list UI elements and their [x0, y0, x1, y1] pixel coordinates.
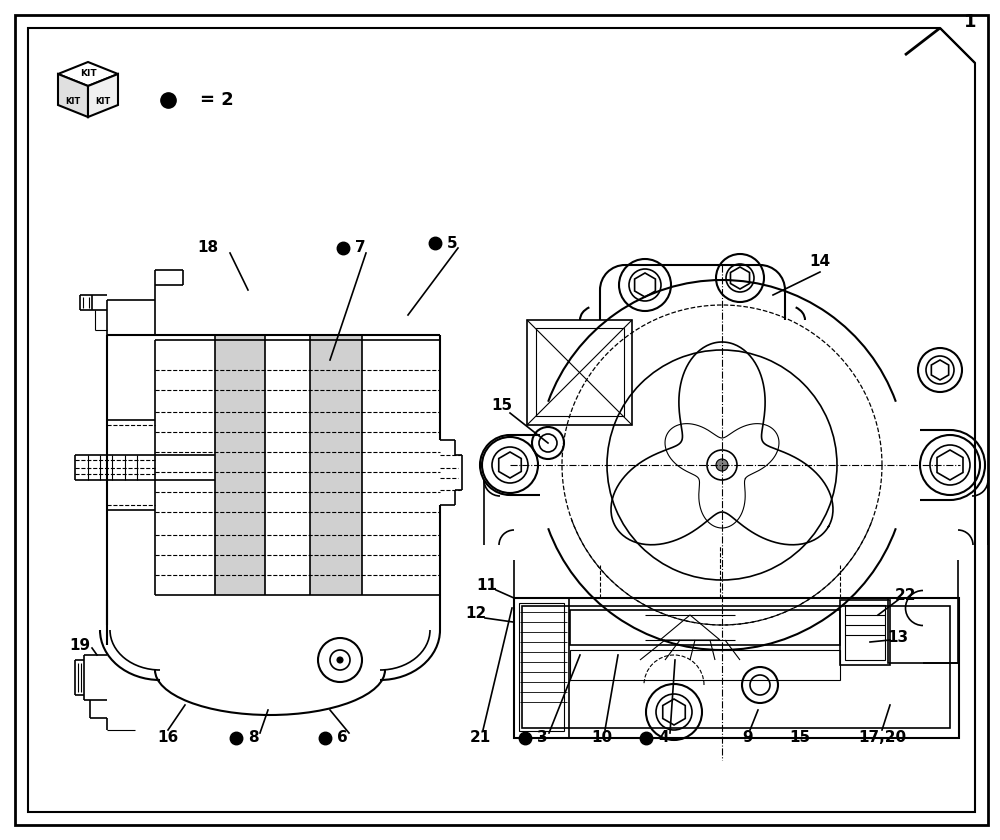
Text: 1: 1: [964, 13, 976, 31]
Text: 7: 7: [355, 240, 366, 255]
Polygon shape: [58, 74, 88, 117]
Bar: [215, 335, 265, 595]
Bar: [514, 598, 569, 738]
Text: = 2: = 2: [200, 91, 234, 109]
Text: 13: 13: [887, 631, 909, 645]
Text: 14: 14: [809, 255, 831, 270]
Text: 11: 11: [477, 578, 498, 592]
Circle shape: [716, 459, 728, 471]
Bar: [845, 605, 885, 660]
Bar: [570, 610, 840, 645]
Bar: [570, 650, 840, 680]
Text: KIT: KIT: [65, 97, 81, 107]
Text: 6: 6: [337, 731, 348, 746]
Bar: [519, 603, 564, 731]
Text: 19: 19: [69, 638, 91, 653]
Polygon shape: [88, 74, 118, 117]
Bar: [888, 598, 958, 663]
Polygon shape: [58, 62, 118, 86]
Bar: [536, 328, 624, 416]
Text: 18: 18: [197, 240, 219, 255]
Bar: [522, 606, 950, 728]
Text: 4: 4: [658, 731, 669, 746]
Text: KIT: KIT: [95, 97, 111, 107]
Text: 3: 3: [537, 731, 548, 746]
Bar: [310, 335, 362, 595]
Text: 21: 21: [469, 731, 491, 746]
Bar: [527, 320, 632, 425]
Bar: [840, 600, 890, 665]
Text: 9: 9: [743, 731, 753, 746]
Text: 5: 5: [447, 235, 458, 250]
Text: 16: 16: [157, 731, 179, 746]
Text: 8: 8: [248, 731, 259, 746]
Circle shape: [337, 657, 343, 663]
Text: 12: 12: [465, 606, 487, 621]
Bar: [514, 598, 959, 738]
Text: KIT: KIT: [80, 69, 96, 77]
Text: 22: 22: [894, 587, 916, 602]
Text: 15: 15: [491, 397, 513, 412]
Text: 10: 10: [591, 731, 613, 746]
Text: 17,20: 17,20: [858, 731, 906, 746]
Text: 15: 15: [789, 731, 811, 746]
